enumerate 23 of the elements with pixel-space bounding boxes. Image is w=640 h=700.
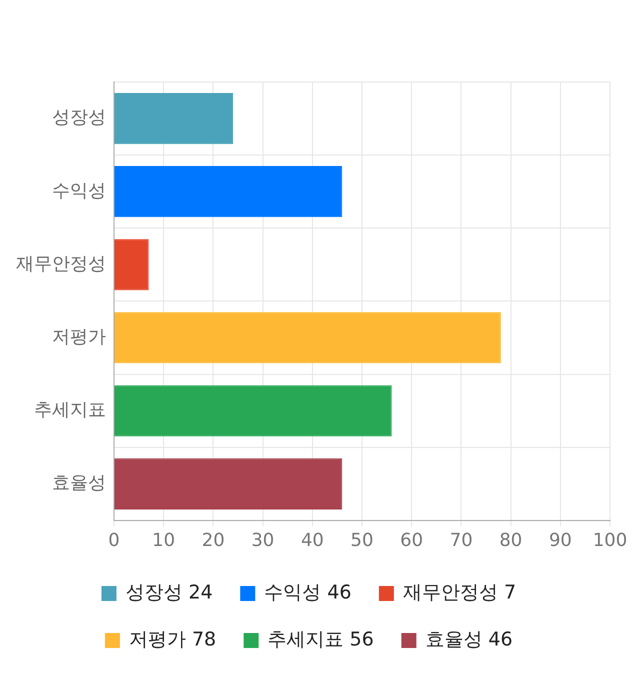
x-tick-label: 20	[202, 530, 225, 551]
y-tick-label: 효율성	[52, 472, 106, 494]
y-tick-label: 재무안정성	[16, 253, 106, 274]
x-tick-label: 30	[251, 530, 274, 551]
x-tick-label: 60	[400, 530, 424, 551]
legend-label: 수익성 46	[264, 581, 352, 604]
x-tick-label: 50	[350, 530, 374, 551]
legend-label: 효율성 46	[425, 628, 513, 650]
legend-label: 추세지표 56	[268, 628, 374, 650]
y-tick-label: 추세지표	[34, 399, 106, 420]
x-tick-label: 100	[592, 530, 628, 551]
x-tick-label: 40	[300, 530, 324, 551]
legend-label: 재무안정성 7	[402, 581, 516, 604]
y-tick-label: 수익성	[52, 180, 106, 202]
y-tick-label: 저평가	[52, 326, 106, 348]
x-tick-label: 80	[499, 530, 522, 551]
x-tick-label: 10	[152, 530, 176, 551]
y-tick-label: 성장성	[52, 107, 106, 128]
x-tick-label: 90	[548, 530, 572, 551]
legend-label: 저평가 78	[128, 628, 216, 650]
x-tick-label: 0	[108, 530, 120, 551]
legend-label: 성장성 24	[125, 581, 213, 604]
x-tick-label: 70	[450, 530, 473, 551]
